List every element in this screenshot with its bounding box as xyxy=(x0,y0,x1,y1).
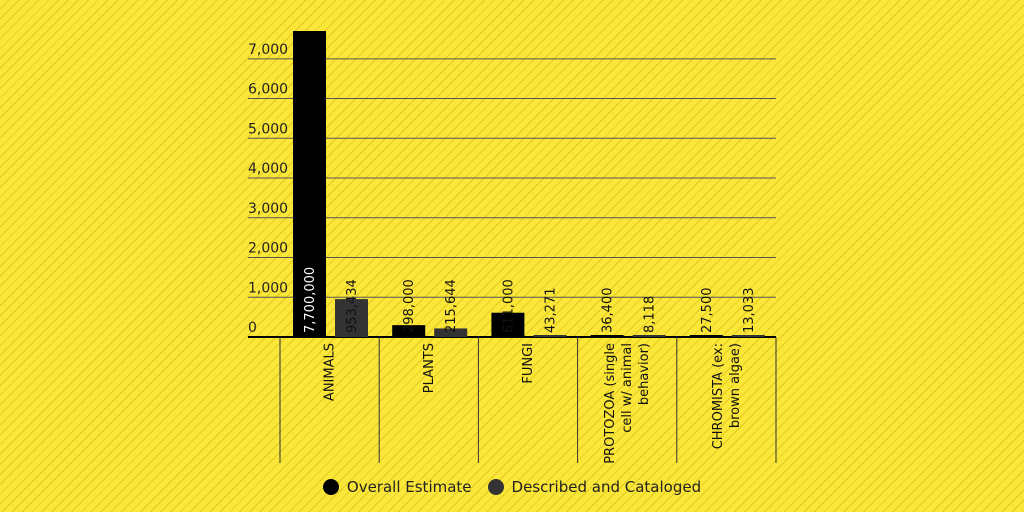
bar-described-cataloged xyxy=(731,335,765,337)
bar-overall-estimate xyxy=(293,31,326,337)
data-label-overall-estimate: 27,500 xyxy=(700,288,715,334)
data-label-described-cataloged: 13,033 xyxy=(742,288,757,334)
y-tick-label: 7,000 xyxy=(248,42,288,58)
legend-item-described: Described and Cataloged xyxy=(487,478,702,496)
y-tick-label: 2,000 xyxy=(248,241,288,257)
data-label-overall-estimate: 611,000 xyxy=(501,279,516,333)
bar-overall-estimate xyxy=(689,335,723,337)
bar-described-cataloged xyxy=(335,299,368,337)
category-label: behavior) xyxy=(637,343,652,405)
bar-overall-estimate xyxy=(590,335,624,337)
y-tick-label: 0 xyxy=(248,320,257,336)
category-label: brown algae) xyxy=(728,343,743,428)
bar-described-cataloged xyxy=(632,335,666,337)
data-label-overall-estimate: 298,000 xyxy=(402,279,417,333)
data-label-described-cataloged: 953,434 xyxy=(345,279,360,333)
bar-overall-estimate xyxy=(392,325,426,337)
data-label-overall-estimate: 7,700,000 xyxy=(303,267,318,333)
legend-swatch-described xyxy=(487,479,504,495)
data-label-overall-estimate: 36,400 xyxy=(601,288,616,334)
data-label-described-cataloged: 215,644 xyxy=(444,279,459,333)
y-tick-label: 6,000 xyxy=(248,82,288,98)
legend-swatch-overall xyxy=(322,479,339,495)
y-tick-label: 1,000 xyxy=(248,280,288,296)
category-label: ANIMALS xyxy=(323,343,338,401)
data-label-described-cataloged: 8,118 xyxy=(643,296,658,333)
data-label-described-cataloged: 43,271 xyxy=(543,288,558,334)
legend-item-overall: Overall Estimate xyxy=(322,478,472,496)
y-tick-label: 5,000 xyxy=(248,121,288,137)
y-tick-label: 4,000 xyxy=(248,161,288,177)
legend-label-described: Described and Cataloged xyxy=(511,478,702,496)
category-label: CHROMISTA (ex: xyxy=(711,343,726,449)
category-label: cell w/ animal xyxy=(620,343,635,433)
category-label: PLANTS xyxy=(422,343,437,393)
legend: Overall Estimate Described and Cataloged xyxy=(0,478,1024,496)
legend-label-overall: Overall Estimate xyxy=(346,478,472,496)
y-tick-label: 3,000 xyxy=(248,201,288,217)
bar-described-cataloged xyxy=(434,328,468,337)
bar-described-cataloged xyxy=(533,335,567,337)
category-label: FUNGI xyxy=(521,343,536,384)
bar-overall-estimate xyxy=(491,312,525,337)
category-label: PROTOZOA (single xyxy=(603,343,618,464)
